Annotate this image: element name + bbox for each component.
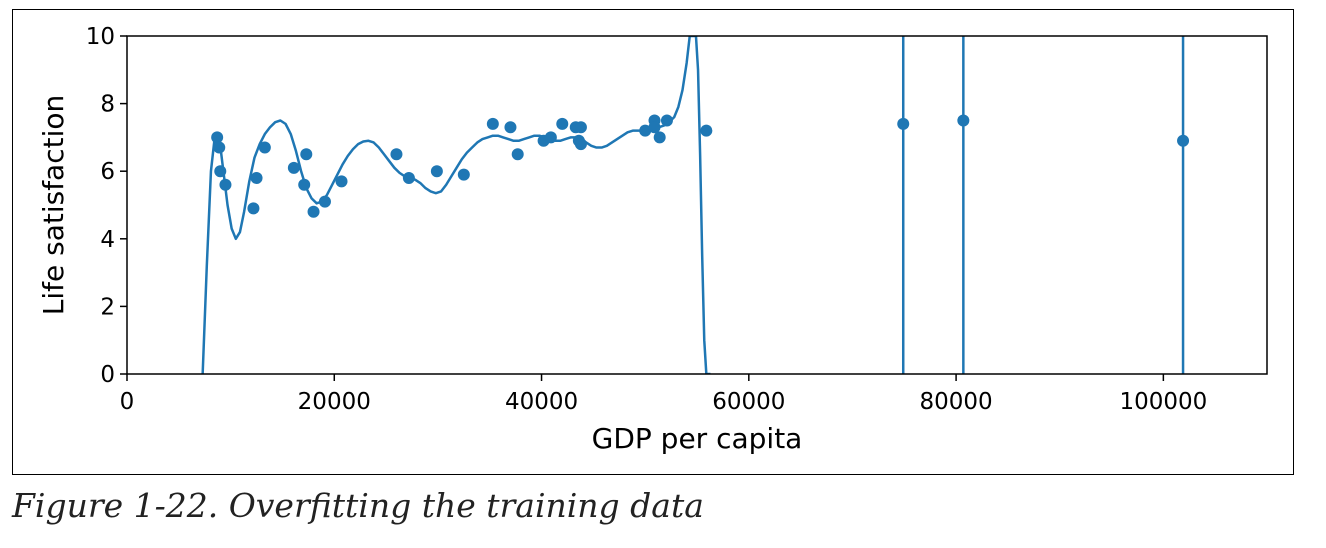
data-point [544, 131, 557, 144]
data-point [211, 131, 224, 144]
data-point [660, 114, 673, 127]
figure-caption: Figure 1-22. Overfitting the training da… [12, 486, 704, 525]
data-point [504, 121, 517, 134]
y-tick-label: 8 [100, 92, 115, 118]
data-point [897, 117, 910, 130]
data-point [574, 121, 587, 134]
fitted-curve [201, 36, 711, 374]
data-point [402, 171, 415, 184]
data-point [258, 141, 271, 154]
data-point [298, 178, 311, 191]
data-point [214, 165, 227, 178]
plot-area-border [126, 35, 1268, 375]
data-point [287, 161, 300, 174]
data-point [653, 131, 666, 144]
data-point [1177, 134, 1190, 147]
figure-frame: 0 20000 40000 60000 80000 100000 0 2 4 6 8 10 GDP p… [12, 9, 1294, 475]
tick-layer: 0 20000 40000 60000 80000 100000 0 2 4 6 8 10 [86, 24, 1208, 415]
x-tick-label: 80000 [920, 389, 993, 415]
x-tick-label: 0 [120, 389, 135, 415]
data-point [957, 114, 970, 127]
y-tick-label: 0 [100, 362, 115, 388]
x-tick-label: 60000 [712, 389, 785, 415]
data-point [430, 165, 443, 178]
data-point [390, 148, 403, 161]
data-point [213, 141, 226, 154]
x-axis-label: GDP per capita [592, 422, 803, 455]
y-tick-label: 4 [100, 227, 115, 253]
data-point [556, 117, 569, 130]
x-tick-label: 20000 [298, 389, 371, 415]
y-tick-label: 6 [100, 159, 115, 185]
data-point [574, 138, 587, 151]
data-point [457, 168, 470, 181]
data-point [511, 148, 524, 161]
plot-layer [201, 36, 1190, 374]
data-point [486, 117, 499, 130]
data-point [219, 178, 232, 191]
data-point [247, 202, 260, 215]
data-point [335, 175, 348, 188]
y-tick-label: 10 [86, 24, 115, 50]
data-point [307, 205, 320, 218]
x-tick-label: 40000 [505, 389, 578, 415]
y-tick-label: 2 [100, 294, 115, 320]
y-axis-label: Life satisfaction [37, 95, 70, 316]
data-point [639, 124, 652, 137]
x-tick-label: 100000 [1119, 389, 1207, 415]
data-point [318, 195, 331, 208]
chart: 0 20000 40000 60000 80000 100000 0 2 4 6 8 10 GDP p… [37, 24, 1268, 455]
data-point [300, 148, 313, 161]
data-point [648, 121, 661, 134]
data-point [700, 124, 713, 137]
data-point [250, 171, 263, 184]
